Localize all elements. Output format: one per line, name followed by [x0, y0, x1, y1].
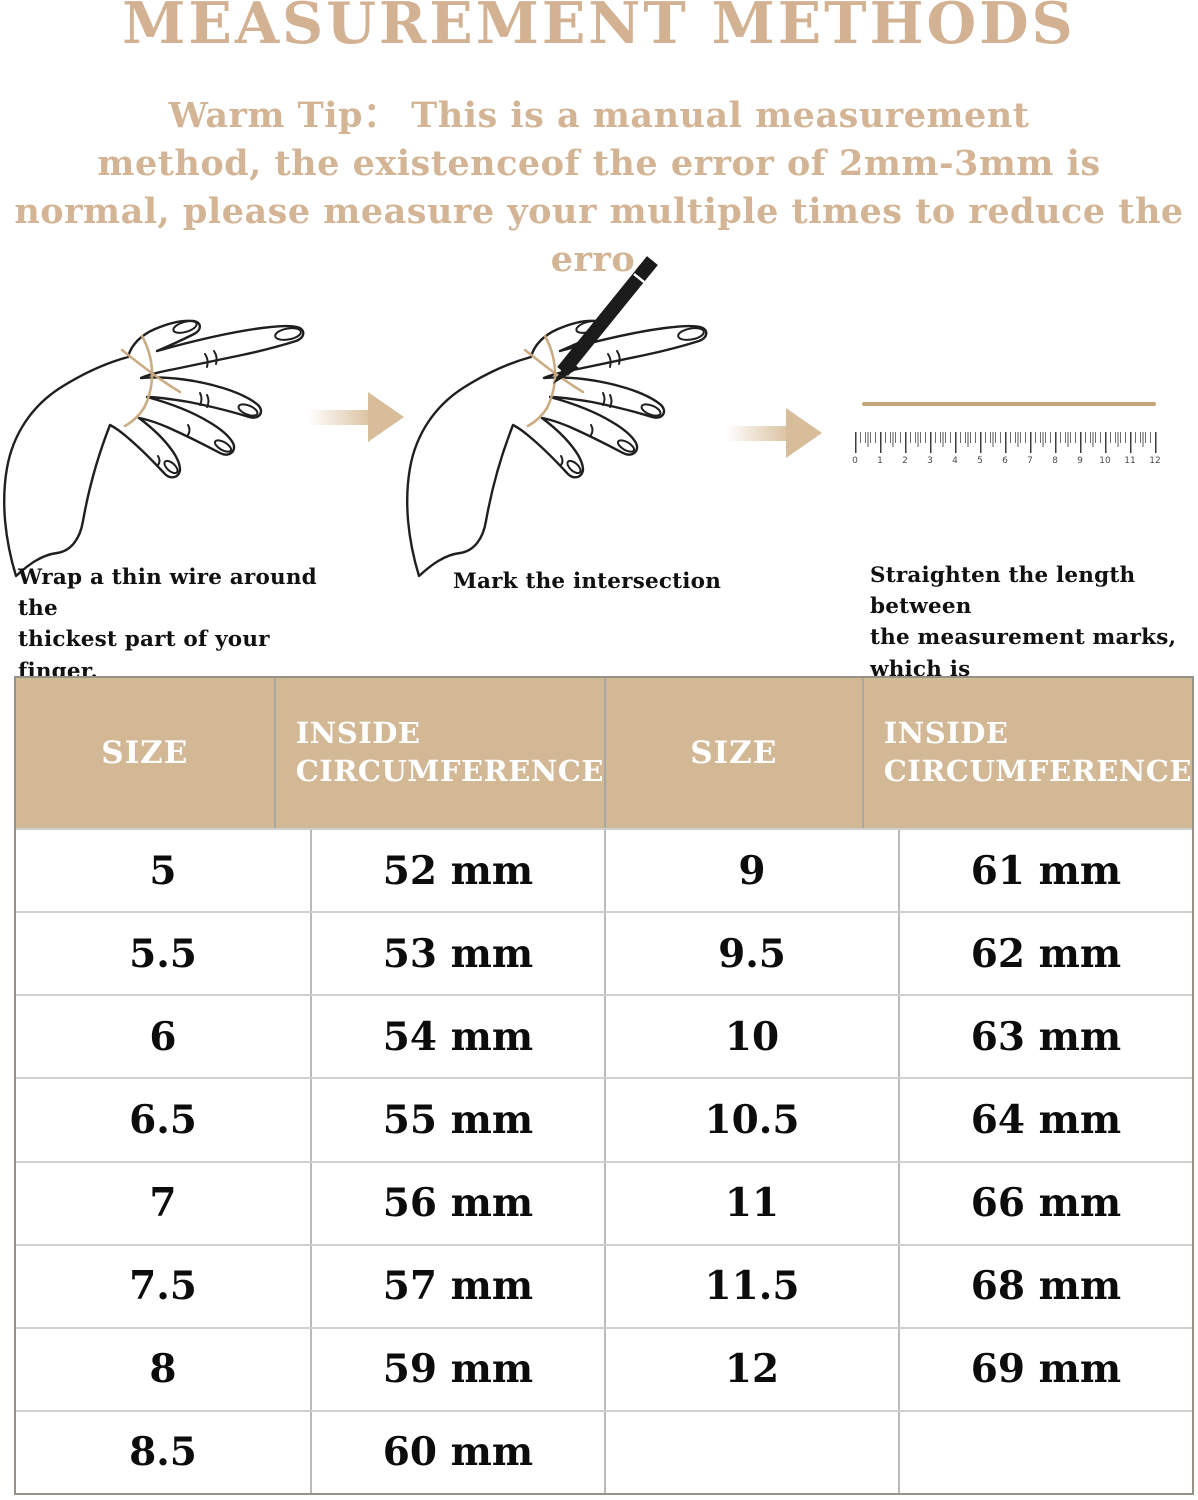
table-cell: 9.5 — [604, 913, 898, 995]
ruler-number: 5 — [977, 456, 983, 466]
table-cell: 62 mm — [898, 913, 1192, 995]
table-cell: 10.5 — [604, 1079, 898, 1161]
table-cell: 11 — [604, 1162, 898, 1244]
table-cell — [898, 1411, 1192, 1493]
table-cell: 57 mm — [310, 1245, 604, 1327]
ruler-number: 3 — [927, 456, 933, 466]
arrow-head — [786, 408, 822, 458]
ruler-number: 0 — [852, 456, 858, 466]
ruler-number: 7 — [1027, 456, 1033, 466]
table-row: 7.5 57 mm 11.5 68 mm — [16, 1243, 1192, 1327]
ruler-major-ticks — [855, 432, 1157, 453]
table-cell: 5.5 — [129, 930, 197, 977]
hand-wire-icon — [3, 319, 305, 578]
ruler-number: 6 — [1002, 456, 1008, 466]
table-cell: 11.5 — [604, 1245, 898, 1327]
table-cell: 8.5 — [129, 1429, 197, 1476]
ruler-number: 4 — [952, 456, 958, 466]
ruler-number: 1 — [877, 456, 883, 466]
arrow-head — [368, 392, 404, 442]
table-cell: 63 mm — [898, 996, 1192, 1078]
table-header-circumference: INSIDE CIRCUMFERENCE — [273, 678, 604, 828]
table-cell: 12 — [604, 1328, 898, 1410]
ruler-number: 11 — [1124, 456, 1136, 466]
hand-pencil-illustration — [395, 248, 735, 578]
table-cell: 55 mm — [310, 1079, 604, 1161]
ruler-number: 2 — [902, 456, 908, 466]
hand-pencil-icon — [406, 256, 708, 578]
table-row: 8 59 mm 12 69 mm — [16, 1326, 1192, 1410]
table-cell: 69 mm — [898, 1328, 1192, 1410]
table-cell: 56 mm — [310, 1162, 604, 1244]
table-cell: 5 — [149, 847, 177, 894]
hand-wire-illustration — [0, 278, 320, 578]
table-cell: 52 mm — [310, 830, 604, 912]
step1-caption: Wrap a thin wire around the thickest par… — [18, 565, 317, 684]
warm-tip-text: Warm Tip： This is a manual measurement m… — [14, 95, 1184, 280]
table-cell: 7.5 — [129, 1263, 197, 1310]
table-cell — [604, 1411, 898, 1493]
arrow-shaft — [308, 409, 368, 425]
table-row: 5.5 53 mm 9.5 62 mm — [16, 911, 1192, 995]
ruler-illustration: 0 1 2 3 4 5 6 7 8 9 10 11 12 — [852, 402, 1167, 468]
table-cell: 68 mm — [898, 1245, 1192, 1327]
page-title: MEASUREMENT METHODS — [122, 0, 1076, 57]
ruler-number: 10 — [1099, 456, 1111, 466]
table-cell: 7 — [149, 1180, 177, 1227]
table-row: 7 56 mm 11 66 mm — [16, 1160, 1192, 1244]
table-cell: 53 mm — [310, 913, 604, 995]
table-cell: 6 — [149, 1013, 177, 1060]
table-row: 8.5 60 mm — [16, 1409, 1192, 1493]
table-header-circumference: INSIDE CIRCUMFERENCE — [861, 678, 1192, 828]
ruler-number: 8 — [1052, 456, 1058, 466]
ring-size-table: SIZE INSIDE CIRCUMFERENCE SIZE INSIDE CI… — [14, 676, 1194, 1495]
arrow-right-icon — [308, 392, 404, 442]
table-cell: 10 — [604, 996, 898, 1078]
table-row: 6 54 mm 10 63 mm — [16, 994, 1192, 1078]
straightened-wire-line — [862, 402, 1156, 406]
table-header-size: SIZE — [101, 735, 189, 771]
step2-caption: Mark the intersection — [453, 569, 722, 594]
arrow-shaft — [726, 425, 786, 441]
table-cell: 54 mm — [310, 996, 604, 1078]
table-cell: 6.5 — [129, 1096, 197, 1143]
table-row: 6.5 55 mm 10.5 64 mm — [16, 1077, 1192, 1161]
table-cell: 9 — [604, 830, 898, 912]
table-cell: 64 mm — [898, 1079, 1192, 1161]
ruler-numbers: 0 1 2 3 4 5 6 7 8 9 10 11 12 — [852, 456, 1161, 468]
pencil-icon — [553, 256, 658, 384]
table-header-size: SIZE — [604, 678, 862, 828]
table-cell: 8 — [149, 1346, 177, 1393]
table-row: 5 52 mm 9 61 mm — [16, 828, 1192, 912]
ruler-ticks — [855, 432, 1157, 453]
ruler-number: 9 — [1077, 456, 1083, 466]
table-cell: 59 mm — [310, 1328, 604, 1410]
ruler-number: 12 — [1149, 456, 1161, 466]
table-cell: 61 mm — [898, 830, 1192, 912]
table-cell: 66 mm — [898, 1162, 1192, 1244]
table-cell: 60 mm — [310, 1411, 604, 1493]
arrow-right-icon — [726, 408, 822, 458]
table-header-row: SIZE INSIDE CIRCUMFERENCE SIZE INSIDE CI… — [16, 678, 1192, 828]
